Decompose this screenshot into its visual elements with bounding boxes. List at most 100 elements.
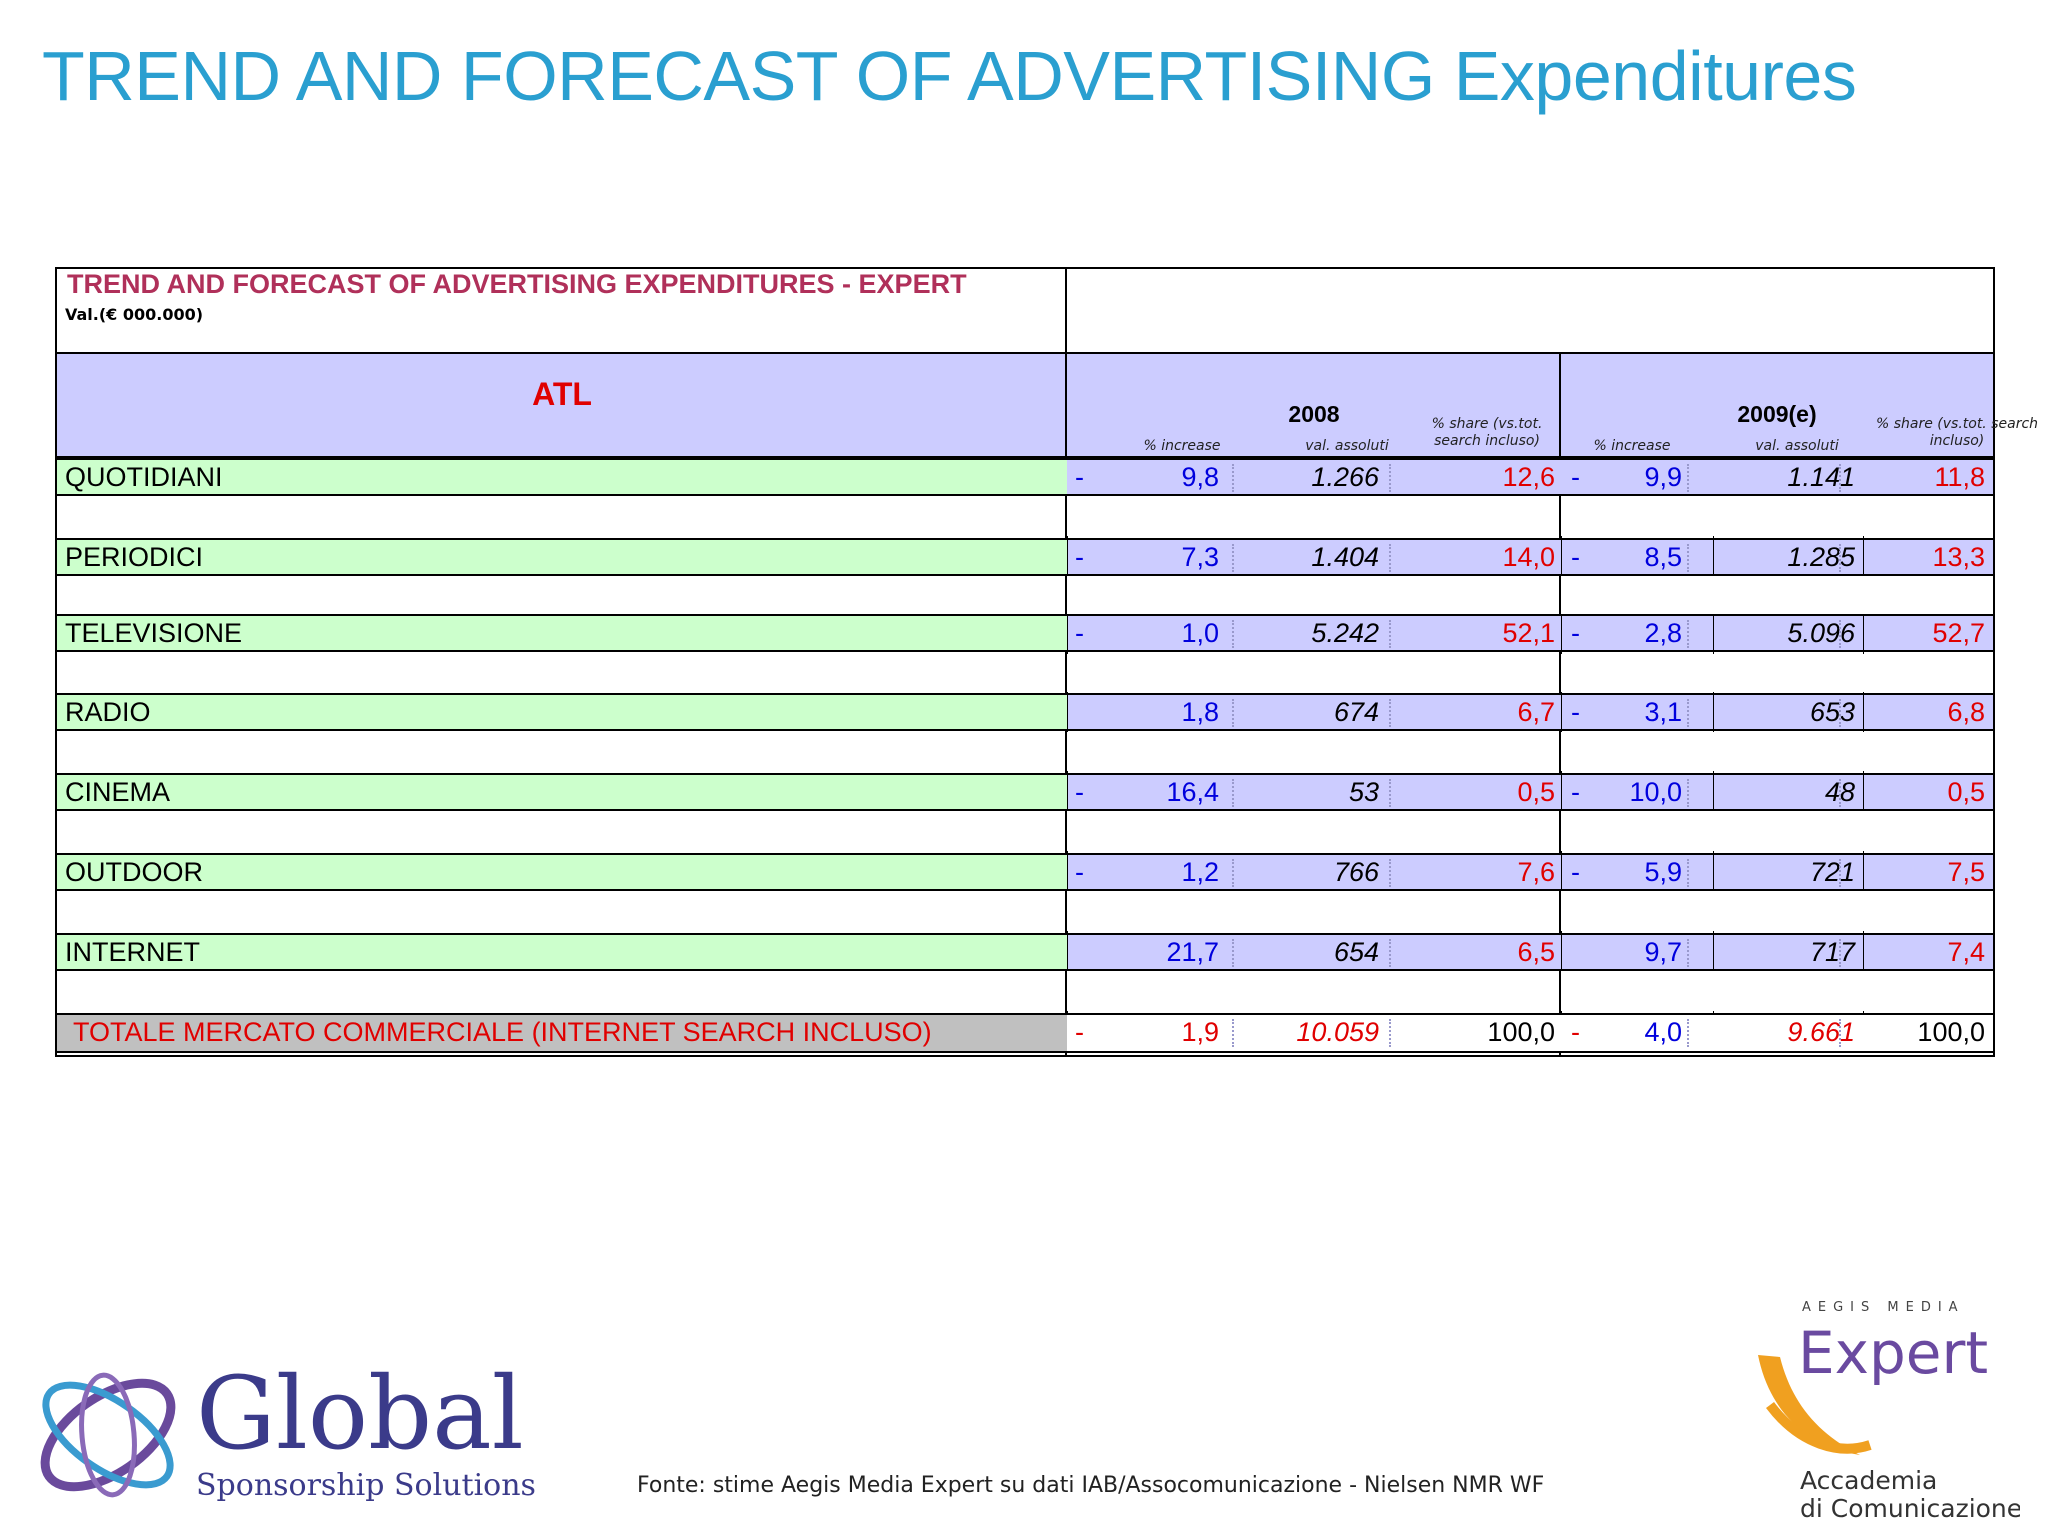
total-label: TOTALE MERCATO COMMERCIALE (INTERNET SEA… [57,1015,1067,1051]
cell-separator [1232,859,1234,887]
share-2008-cell: 7,6 [1517,857,1555,887]
gap-column-line [1713,931,1714,971]
cell-separator [1232,699,1234,727]
gap-column-line [1561,692,1562,732]
gap-column-line [1863,771,1864,811]
absolute-2008-cell: 654 [1333,937,1379,967]
gap-column-line [1561,771,1562,811]
gap-column-line [1713,536,1714,576]
source-note: Fonte: stime Aegis Media Expert su dati … [637,1473,1545,1498]
cell-separator [1839,939,1841,967]
absolute-2009-cell: 653 [1809,697,1855,727]
share-2008-cell: 12,6 [1502,462,1555,492]
increase-2009-cell: 8,5 [1644,542,1682,572]
slide-title: TREND AND FORECAST OF ADVERTISING Expend… [42,37,1857,115]
neg-2009-cell: - [1571,1017,1580,1047]
cell-separator [1389,859,1391,887]
share-2009-cell: 7,5 [1947,857,1985,887]
absolute-2009-cell: 48 [1824,777,1855,807]
expert-logo-line2: di Comunicazione [1800,1494,2020,1523]
increase-2009-cell: 4,0 [1644,1017,1682,1047]
expert-logo-word: Expert [1798,1319,1988,1387]
gap-column-line [1067,771,1068,811]
increase-2008-cell: 16,4 [1166,777,1219,807]
cell-separator [1389,620,1391,648]
absolute-2009-cell: 1.141 [1787,462,1855,492]
absolute-2008-cell: 10.059 [1296,1017,1379,1047]
share-2009-cell: 7,4 [1947,937,1985,967]
increase-2009-cell: 2,8 [1644,618,1682,648]
cell-separator [1389,1019,1391,1047]
neg-2009-cell: - [1571,857,1580,887]
share-2008-cell: 14,0 [1502,542,1555,572]
table-row: TELEVISIONE -1,0 5.242 52,1-2,8 5.096 52,7 [57,614,1993,652]
share-2008-cell: 6,7 [1517,697,1555,727]
gap-column-line [1713,851,1714,891]
cell-separator [1687,699,1689,727]
table-row: PERIODICI -7,3 1.404 14,0-8,5 1.285 13,3 [57,538,1993,576]
absolute-2008-cell: 5.242 [1311,618,1379,648]
gap-column-line [1561,851,1562,891]
gap-column-line [1713,614,1714,654]
subheader-share-2009: % share (vs.tot. search incluso) [1875,416,2039,449]
table-row: OUTDOOR -1,2 766 7,6-5,9 721 7,5 [57,853,1993,891]
cell-separator [1232,464,1234,492]
table-row: QUOTIDIANI -9,8 1.266 12,6-9,9 1.141 11,8 [57,458,1993,496]
gap-column-line [1863,692,1864,732]
row-label: CINEMA [57,775,1067,809]
cell-separator [1389,464,1391,492]
cell-separator [1687,620,1689,648]
table-row: INTERNET 21,7 654 6,5 9,7 717 7,4 [57,933,1993,971]
cell-separator [1687,779,1689,807]
gap-column-line [1067,614,1068,654]
row-label: INTERNET [57,935,1067,969]
share-2008-cell: 52,1 [1502,618,1555,648]
cell-separator [1687,464,1689,492]
gap-column-line [1067,536,1068,576]
gap-column-line [1713,692,1714,732]
increase-2008-cell: 1,2 [1181,857,1219,887]
total-row: TOTALE MERCATO COMMERCIALE (INTERNET SEA… [57,1013,1993,1053]
table-title: TREND AND FORECAST OF ADVERTISING EXPEND… [67,269,967,299]
gap-column-line [1863,851,1864,891]
share-2009-cell: 13,3 [1932,542,1985,572]
gap-column-line [1067,692,1068,732]
row-label: TELEVISIONE [57,616,1067,650]
absolute-2009-cell: 721 [1809,857,1855,887]
global-logo-word: Global [196,1355,524,1472]
neg-2009-cell: - [1571,777,1580,807]
subheader-share-2008: % share (vs.tot. search incluso) [1431,416,1543,449]
row-label: OUTDOOR [57,855,1067,889]
subheader-increase-2009: % increase [1593,438,1671,454]
neg-2008-cell: - [1075,462,1084,492]
cell-separator [1839,859,1841,887]
absolute-2008-cell: 674 [1333,697,1379,727]
neg-2009-cell: - [1571,542,1580,572]
subheader-increase-2008: % increase [1143,438,1221,454]
cell-separator [1687,939,1689,967]
cell-separator [1389,544,1391,572]
increase-2008-cell: 1,9 [1181,1017,1219,1047]
cell-separator [1232,620,1234,648]
atl-label: ATL [532,376,592,412]
gap-column-line [1863,536,1864,576]
share-2008-cell: 100,0 [1487,1017,1555,1047]
row-values: -16,4 53 0,5-10,0 48 0,5 [1067,775,1993,809]
neg-2008-cell: - [1075,857,1084,887]
absolute-2008-cell: 766 [1333,857,1379,887]
absolute-2008-cell: 1.404 [1311,542,1379,572]
absolute-2009-cell: 1.285 [1787,542,1855,572]
neg-2008-cell: - [1075,542,1084,572]
table-row: RADIO 1,8 674 6,7- 3,1 653 6,8 [57,693,1993,731]
cell-separator [1232,1019,1234,1047]
share-2008-cell: 6,5 [1517,937,1555,967]
row-values: 21,7 654 6,5 9,7 717 7,4 [1067,935,1993,969]
gap-column-line [1863,931,1864,971]
neg-2008-cell: - [1075,777,1084,807]
neg-2008-cell: - [1075,1017,1084,1047]
neg-2008-cell: - [1075,618,1084,648]
share-2009-cell: 6,8 [1947,697,1985,727]
neg-2009-cell: - [1571,618,1580,648]
increase-2008-cell: 1,8 [1181,697,1219,727]
absolute-2009-cell: 717 [1809,937,1855,967]
